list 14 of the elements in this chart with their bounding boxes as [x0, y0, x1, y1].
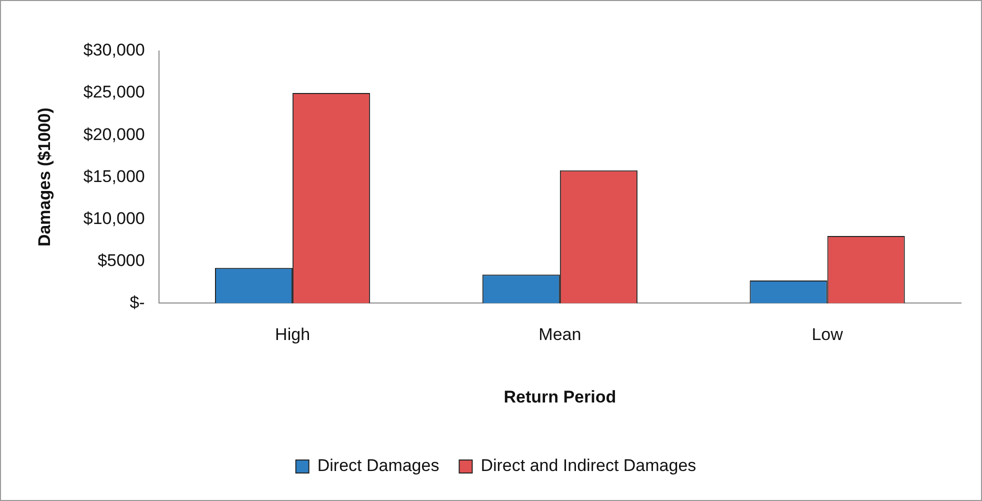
legend-label: Direct and Indirect Damages [480, 456, 696, 476]
y-axis-title: Damages ($1000) [34, 108, 54, 247]
legend-label: Direct Damages [317, 456, 440, 476]
y-tick-label: $25,000 [83, 82, 145, 102]
y-tick-label: $20,000 [83, 124, 145, 144]
x-axis-title: Return Period [504, 387, 616, 406]
y-tick-label: $5000 [98, 250, 145, 270]
y-tick-label: $- [130, 292, 145, 312]
y-tick-label: $15,000 [83, 166, 145, 186]
y-tick-label: $30,000 [83, 40, 145, 60]
x-tick-label: Mean [538, 325, 582, 344]
x-tick-label: High [275, 325, 310, 344]
y-tick-label: $10,000 [83, 208, 145, 228]
x-tick-label: Low [812, 325, 844, 344]
